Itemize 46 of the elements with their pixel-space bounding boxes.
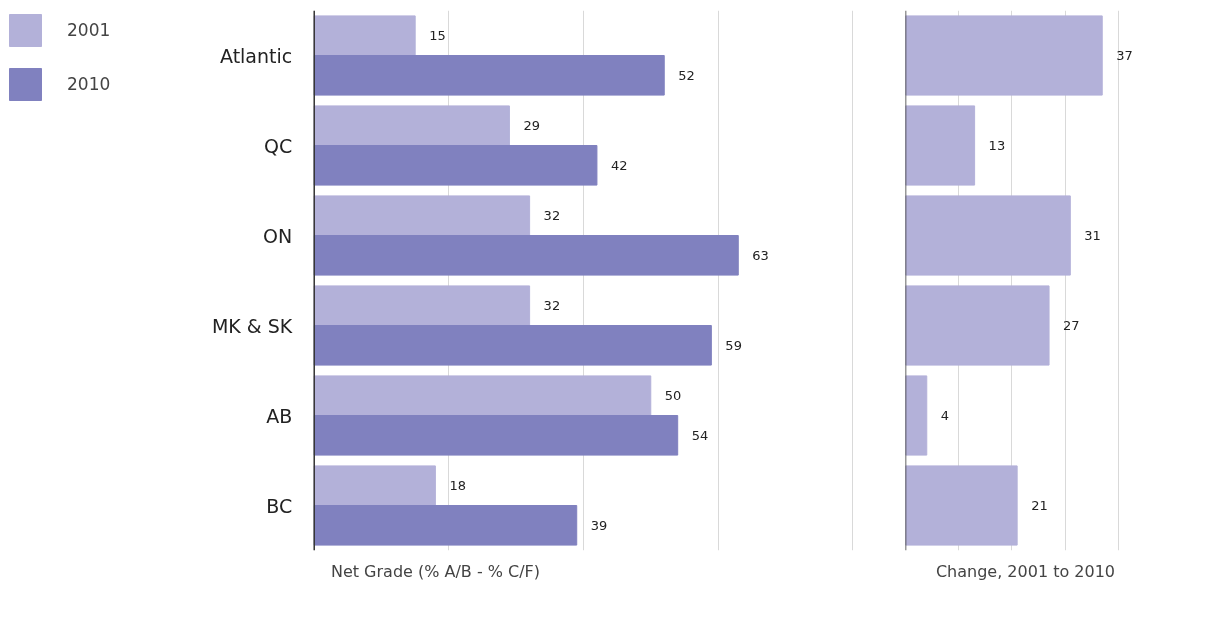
- data-label: 39: [590, 517, 608, 533]
- data-label: 50: [664, 388, 682, 404]
- bar: [313, 325, 712, 366]
- bar: [905, 195, 1071, 276]
- bar: [313, 465, 436, 506]
- y-tick-label: QC: [264, 134, 293, 157]
- bar: [313, 375, 652, 416]
- data-label: 31: [1084, 228, 1101, 243]
- bar: [313, 285, 531, 326]
- data-label: 13: [988, 138, 1006, 153]
- y-tick-label: Atlantic: [219, 44, 293, 67]
- data-label: 59: [725, 337, 742, 353]
- y-tick-label: AB: [266, 404, 293, 427]
- legend-label: 2010: [67, 74, 112, 94]
- bar: [313, 105, 510, 146]
- y-tick-label: MK & SK: [211, 314, 293, 337]
- bar: [313, 235, 739, 276]
- data-label: 18: [449, 478, 466, 494]
- bar: [313, 15, 416, 56]
- data-label: 63: [752, 247, 769, 263]
- legend-label: 2001: [67, 20, 112, 40]
- data-label: 42: [610, 157, 628, 173]
- data-label: 37: [1116, 48, 1133, 63]
- data-label: 52: [678, 67, 695, 83]
- y-tick-label: BC: [266, 494, 293, 517]
- bar: [905, 285, 1050, 366]
- bar: [905, 105, 976, 186]
- bar: [313, 145, 598, 186]
- data-label: 29: [523, 118, 540, 134]
- bar: [313, 505, 578, 546]
- data-label: 4: [940, 408, 950, 423]
- data-label: 32: [543, 208, 561, 224]
- data-label: 21: [1031, 498, 1048, 513]
- bar: [313, 55, 665, 96]
- y-tick-label: ON: [263, 224, 293, 247]
- x-axis-title: Net Grade (% A/B - % C/F): [330, 561, 541, 581]
- data-label: 15: [429, 28, 446, 44]
- bar: [313, 415, 679, 456]
- bar: [313, 195, 531, 236]
- data-label: 27: [1063, 318, 1080, 333]
- bar: [905, 465, 1018, 546]
- bar: [905, 375, 928, 456]
- x-axis-title: Change, 2001 to 2010: [935, 561, 1116, 581]
- data-label: 32: [543, 298, 561, 314]
- data-label: 54: [691, 427, 709, 443]
- bar: [905, 15, 1103, 96]
